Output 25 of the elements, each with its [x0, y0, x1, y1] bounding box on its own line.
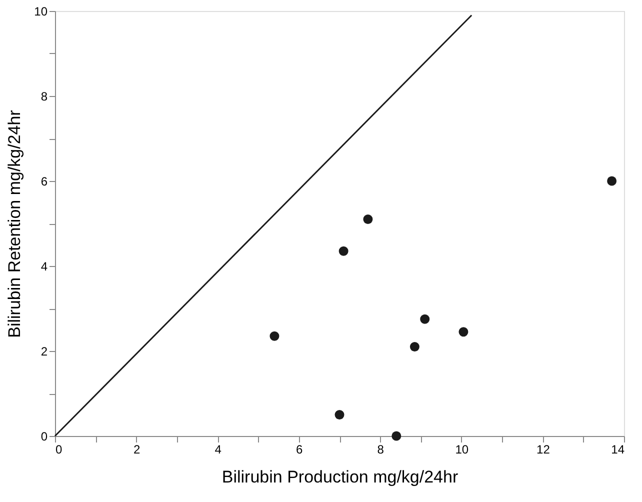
x-tick-label: 4 [214, 442, 222, 456]
y-tick-label: 10 [34, 4, 48, 18]
point [420, 314, 430, 324]
point [458, 327, 468, 337]
y-axis-title: Bilirubin Retention mg/kg/24hr [5, 110, 24, 338]
y-tick-label: 0 [40, 430, 48, 444]
point [363, 214, 373, 224]
x-tick-label: 12 [536, 442, 550, 456]
point [270, 331, 280, 341]
point [338, 246, 348, 256]
y-tick-label: 8 [40, 90, 48, 104]
x-tick-label: 8 [377, 442, 384, 456]
x-tick-label: 14 [611, 442, 625, 456]
x-tick-label: 2 [133, 442, 140, 456]
point [410, 342, 420, 352]
point [392, 431, 402, 441]
point [334, 410, 344, 420]
point [607, 176, 617, 186]
y-tick-label: 4 [40, 260, 48, 274]
x-axis-title: Bilirubin Production mg/kg/24hr [222, 468, 458, 486]
x-tick-label: 6 [296, 442, 304, 456]
y-tick-label: 2 [40, 344, 48, 358]
x-tick-label: 0 [56, 442, 62, 456]
x-tick-label: 10 [455, 442, 469, 456]
y-tick-label: 6 [40, 174, 48, 188]
